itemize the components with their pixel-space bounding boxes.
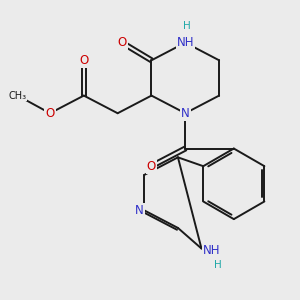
Text: O: O	[117, 36, 127, 49]
Text: H: H	[183, 22, 190, 32]
Text: NH: NH	[176, 36, 194, 49]
Text: H: H	[214, 260, 221, 270]
Text: CH₃: CH₃	[9, 91, 27, 100]
Text: NH: NH	[203, 244, 220, 256]
Text: N: N	[181, 107, 190, 120]
Text: O: O	[79, 54, 88, 67]
Text: O: O	[45, 107, 55, 120]
Text: N: N	[135, 204, 144, 217]
Text: O: O	[147, 160, 156, 173]
